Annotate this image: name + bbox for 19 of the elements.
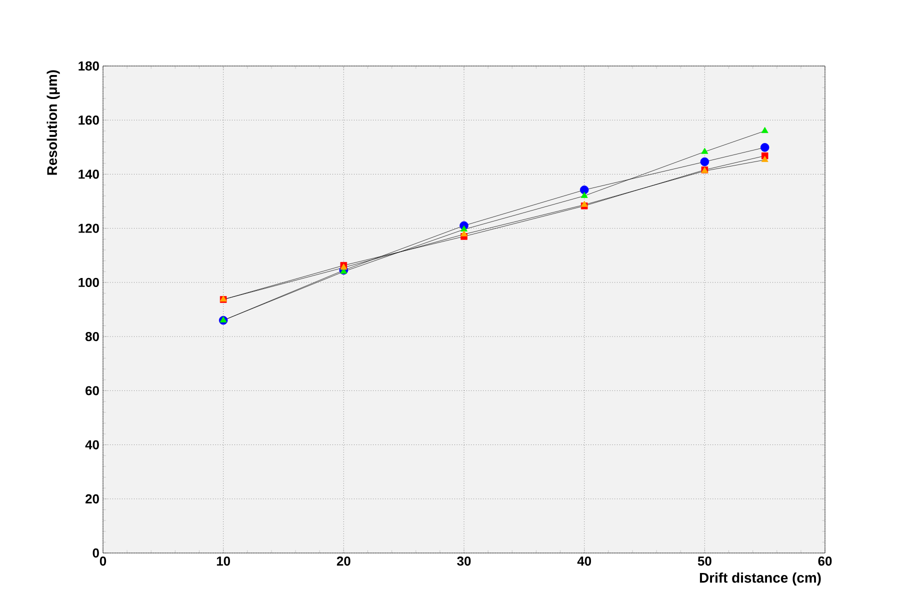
y-tick-label: 80 <box>85 332 99 342</box>
x-tick-label: 10 <box>216 556 230 566</box>
y-tick-label: 60 <box>86 386 99 396</box>
x-tick-label: 50 <box>698 556 712 566</box>
y-tick-label: 160 <box>78 116 99 125</box>
y-tick-label: 180 <box>78 61 99 71</box>
x-tick-label: 0 <box>100 556 106 566</box>
y-tick-label: 120 <box>78 224 99 233</box>
x-axis-title: Drift distance (cm) <box>700 572 821 586</box>
y-tick-label: 40 <box>85 440 99 450</box>
y-tick-label: 20 <box>86 494 99 504</box>
y-tick-label: 0 <box>92 548 99 558</box>
x-tick-label: 40 <box>577 556 592 566</box>
x-tick-label: 20 <box>336 556 350 566</box>
y-tick-label: 100 <box>78 278 99 288</box>
y-tick-label: 140 <box>78 170 99 179</box>
x-tick-label: 30 <box>457 556 471 566</box>
x-tick-label: 60 <box>818 556 832 566</box>
y-axis-title: Resolution (μm) <box>46 70 60 175</box>
